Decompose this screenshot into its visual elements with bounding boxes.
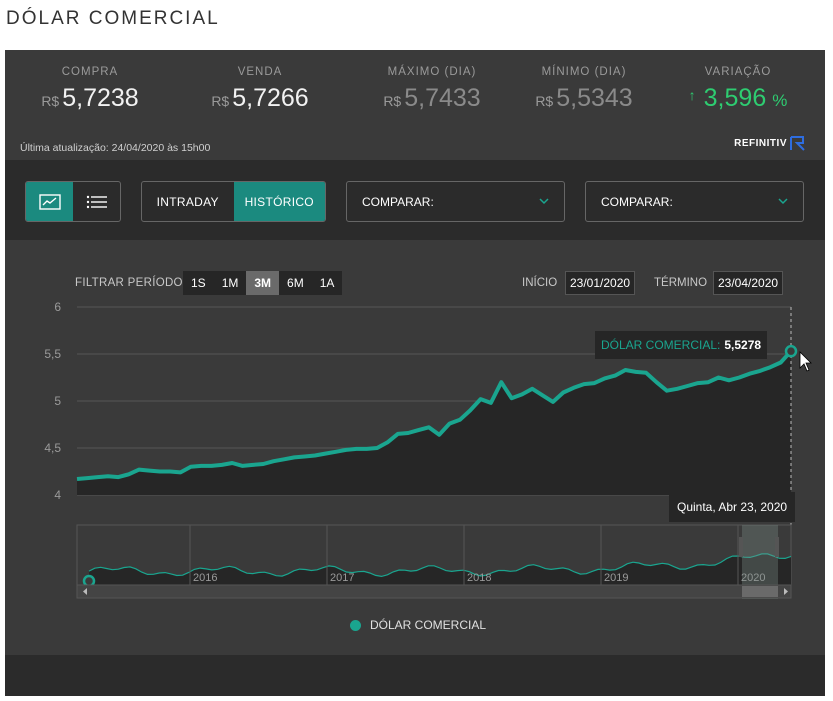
chevron-down-icon	[778, 198, 788, 205]
compra-value: 5,7238	[62, 84, 139, 112]
venda-value: 5,7266	[232, 84, 309, 112]
compare-select-1-label: COMPARAR:	[362, 194, 434, 209]
navigator-handle-right	[775, 537, 779, 557]
list-view-button[interactable]	[73, 182, 120, 221]
start-date-input[interactable]: 23/01/2020	[565, 271, 636, 295]
navigator-year-label: 2019	[604, 572, 628, 584]
stat-venda: VENDA R$ 5,7266	[185, 66, 335, 113]
venda-currency: R$	[211, 93, 230, 109]
filter-period-label: FILTRAR PERÍODO	[75, 277, 183, 289]
view-toggle	[25, 181, 121, 222]
legend-label: DÓLAR COMERCIAL	[370, 618, 487, 632]
y-tick-label: 4,5	[44, 441, 61, 455]
arrow-up-icon: ↑	[688, 87, 696, 103]
scroll-left-icon	[83, 588, 87, 595]
series-line	[76, 349, 793, 481]
chart-icon	[38, 193, 61, 210]
stat-compra: COMPRA R$ 5,7238	[15, 66, 165, 113]
date-tooltip: Quinta, Abr 23, 2020	[669, 492, 796, 522]
y-tick-label: 6	[54, 300, 61, 314]
stat-minimo: MÍNIMO (DIA) R$ 5,5343	[509, 66, 659, 113]
legend-marker	[350, 619, 361, 631]
quote-widget: COMPRA R$ 5,7238 VENDA R$ 5,7266 MÁXIMO (D…	[5, 50, 825, 696]
widget-footer	[5, 655, 825, 696]
series-area	[77, 351, 791, 495]
navigator-year-label: 2016	[193, 572, 217, 584]
hover-point	[784, 344, 798, 358]
navigator-scroll-thumb	[742, 586, 778, 597]
series-tooltip: DÓLAR COMERCIAL: 5,5278	[595, 331, 768, 359]
chart-legend[interactable]: DÓLAR COMERCIAL	[350, 618, 486, 632]
variacao-value: 3,596	[703, 84, 767, 112]
navigator-handle-left	[739, 537, 743, 557]
variacao-label: VARIAÇÃO	[704, 66, 772, 78]
variacao-unit: %	[772, 91, 788, 110]
provider-logo-text: REFINITIV	[734, 138, 787, 149]
start-date-label: INÍCIO	[522, 277, 558, 289]
end-date-input[interactable]: 23/04/2020	[713, 271, 784, 295]
navigator-scrollbar	[76, 584, 792, 599]
price-chart[interactable]: 6 5,5 5 4,5 4 2016 2017 2018 2019 2020	[5, 240, 825, 655]
period-filter: 1S 1M 3M 6M 1A	[183, 271, 343, 295]
stat-maximo: MÁXIMO (DIA) R$ 5,7433	[357, 66, 507, 113]
compra-currency: R$	[41, 93, 60, 109]
stat-variacao: VARIAÇÃO ↑ 3,596%	[663, 66, 813, 113]
period-1m-button[interactable]: 1M	[221, 276, 239, 290]
chart-area: FILTRAR PERÍODO 1S 1M 3M 6M 1A INÍCIO 23…	[5, 240, 825, 655]
navigator-year-label: 2018	[467, 572, 491, 584]
y-tick-label: 5,5	[44, 347, 61, 361]
tooltip-series-name: DÓLAR COMERCIAL:	[601, 338, 721, 352]
scroll-right-icon	[784, 588, 788, 595]
maximo-label: MÁXIMO (DIA)	[387, 66, 477, 78]
minimo-label: MÍNIMO (DIA)	[541, 66, 627, 78]
navigator-year-label: 2020	[741, 572, 765, 584]
maximo-currency: R$	[383, 93, 402, 109]
chevron-down-icon	[539, 198, 549, 205]
compare-select-1[interactable]: COMPARAR:	[346, 181, 565, 222]
intraday-button[interactable]: INTRADAY	[156, 194, 219, 209]
stats-panel: COMPRA R$ 5,7238 VENDA R$ 5,7266 MÁXIMO (D…	[5, 50, 825, 160]
minimo-currency: R$	[535, 93, 554, 109]
chart-view-button[interactable]	[26, 182, 73, 221]
chart-toolbar: INTRADAY HISTÓRICO COMPARAR: COMPARAR:	[5, 160, 825, 240]
compare-select-2-label: COMPARAR:	[601, 194, 673, 209]
period-3m-button[interactable]: 3M	[246, 271, 280, 295]
period-6m-button[interactable]: 6M	[287, 276, 304, 290]
mouse-cursor-icon	[799, 351, 812, 372]
refinitiv-icon	[790, 136, 805, 151]
last-updated: Última atualização: 24/04/2020 às 15h00	[20, 142, 211, 154]
navigator-year-label: 2017	[330, 572, 354, 584]
navigator-line	[88, 553, 792, 578]
list-icon	[86, 195, 107, 208]
venda-label: VENDA	[237, 66, 283, 78]
y-tick-label: 4	[54, 488, 61, 502]
page-title: DÓLAR COMERCIAL	[6, 8, 220, 29]
maximo-value: 5,7433	[404, 84, 481, 112]
minimo-value: 5,5343	[556, 84, 633, 112]
navigator-area	[89, 553, 791, 585]
end-date-label: TÉRMINO	[654, 277, 708, 289]
compare-select-2[interactable]: COMPARAR:	[585, 181, 804, 222]
period-1s-button[interactable]: 1S	[191, 276, 206, 290]
period-1a-button[interactable]: 1A	[319, 276, 335, 290]
mode-toggle: INTRADAY HISTÓRICO	[141, 181, 326, 222]
y-tick-label: 5	[54, 394, 61, 408]
historico-button[interactable]: HISTÓRICO	[233, 182, 325, 221]
compra-label: COMPRA	[61, 66, 119, 78]
tooltip-series-value: 5,5278	[724, 338, 762, 352]
